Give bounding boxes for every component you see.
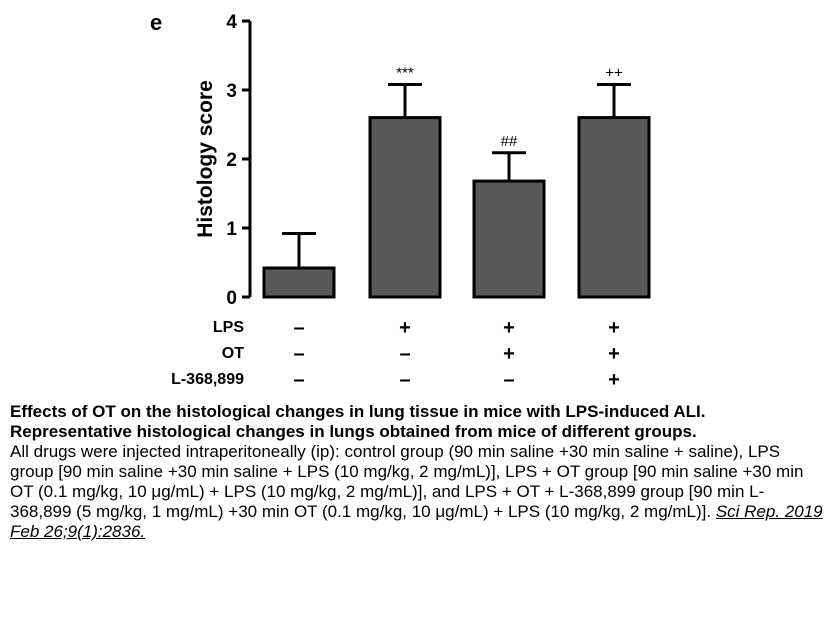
caption-body: All drugs were injected intraperitoneall…: [10, 442, 804, 521]
y-tick-label: 1: [226, 219, 237, 240]
significance-label: ++: [605, 64, 623, 81]
caption-source-link[interactable]: Sci Rep. 2019 Feb 26;9(1):2836.: [10, 502, 823, 541]
treatment-sign: +: [608, 317, 620, 339]
y-tick-label: 0: [226, 288, 237, 309]
treatment-sign: –: [293, 369, 304, 391]
y-axis-label: Histology score: [194, 80, 217, 238]
bar: [472, 179, 546, 299]
panel-label: e: [150, 10, 162, 35]
treatment-sign: –: [293, 343, 304, 365]
treatment-sign: +: [608, 343, 620, 365]
caption-title: Effects of OT on the histological change…: [10, 402, 706, 441]
y-tick-label: 4: [226, 12, 237, 33]
treatment-sign: –: [399, 369, 410, 391]
treatment-sign: +: [503, 317, 515, 339]
bar: [577, 116, 651, 299]
treatment-sign: –: [503, 369, 514, 391]
treatment-sign: –: [399, 343, 410, 365]
figure-caption: Effects of OT on the histological change…: [10, 402, 825, 542]
bar: [368, 116, 442, 299]
bar: [262, 266, 336, 299]
y-tick-label: 2: [226, 150, 237, 171]
significance-label: ##: [501, 133, 518, 150]
treatment-sign: +: [399, 317, 411, 339]
treatment-sign: +: [608, 369, 620, 391]
treatment-row-label: LPS: [213, 319, 244, 336]
treatment-row-label: OT: [222, 345, 244, 362]
treatment-sign: +: [503, 343, 515, 365]
y-tick-label: 3: [226, 81, 237, 102]
treatment-row-label: L-368,899: [171, 371, 244, 388]
significance-label: ***: [396, 64, 414, 81]
treatment-sign: –: [293, 317, 304, 339]
